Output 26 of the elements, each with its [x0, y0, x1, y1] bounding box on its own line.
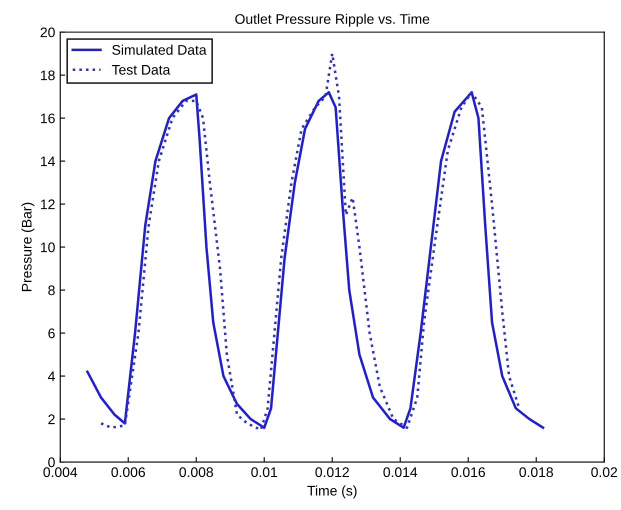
y-tick-label: 14 — [40, 156, 55, 166]
y-tick-label: 16 — [40, 113, 55, 124]
line-series — [86, 91, 544, 429]
y-tick-label: 18 — [40, 70, 55, 80]
x-tick-label: 0.016 — [451, 467, 486, 478]
y-axis-title: Pressure (Bar) — [21, 202, 34, 292]
y-tick-label: 6 — [48, 328, 55, 338]
x-tick-label: 0.006 — [111, 467, 146, 478]
x-tick-label: 0.01 — [251, 467, 278, 478]
x-tick-label: 0.004 — [43, 467, 78, 478]
y-tick-label: 4 — [48, 372, 55, 382]
y-tick-label: 20 — [40, 27, 55, 38]
legend-label: Simulated Data — [112, 44, 207, 55]
y-tick-label: 2 — [48, 414, 55, 424]
x-tick-label: 0.008 — [179, 467, 214, 478]
x-tick-label: 0.018 — [519, 467, 554, 478]
y-tick-label: 10 — [40, 242, 55, 252]
x-tick-label: 0.012 — [315, 467, 349, 478]
chart-title: Outlet Pressure Ripple vs. Time — [235, 14, 430, 27]
x-axis-title: Time (s) — [307, 485, 357, 498]
x-tick-label: 0.014 — [383, 467, 418, 478]
y-tick-label: 0 — [48, 457, 55, 468]
legend-label: Test Data — [112, 65, 170, 75]
y-tick-label: 12 — [40, 199, 55, 210]
x-tick-label: 0.02 — [591, 467, 618, 478]
y-tick-label: 8 — [48, 285, 55, 296]
